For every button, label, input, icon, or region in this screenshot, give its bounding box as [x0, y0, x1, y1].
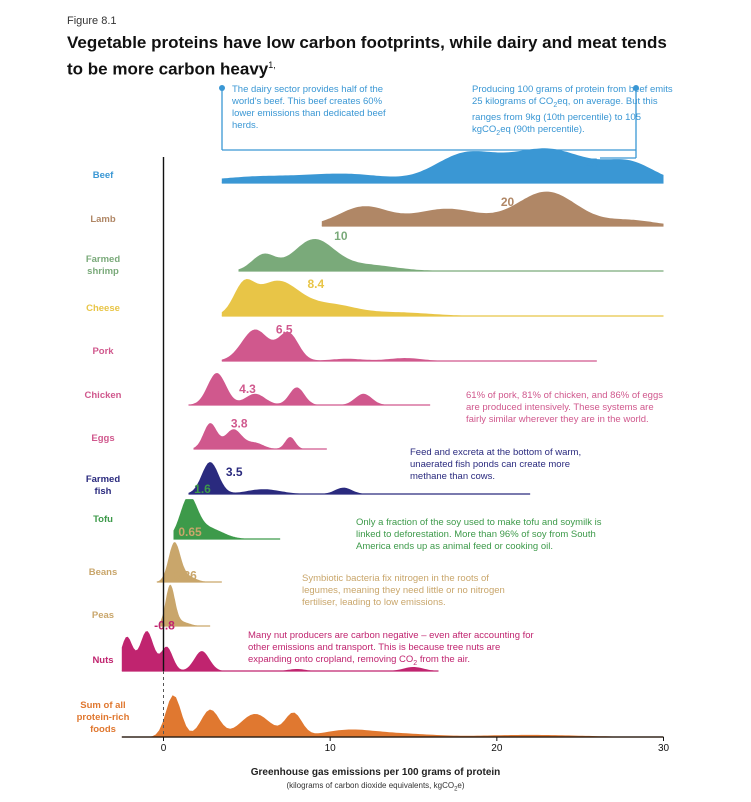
category-label-cheese: Cheese [86, 303, 120, 314]
ridge-shrimp: Farmed shrimp 10 [86, 229, 664, 277]
x-axis-sub-2: 2 [454, 786, 458, 793]
beef-annotation-dot [633, 85, 639, 91]
category-label-peas: Peas [92, 610, 114, 621]
dairy-annotation-dot [219, 85, 225, 91]
figure-label: Figure 8.1 [67, 15, 117, 27]
mean-label-fish: 3.5 [226, 465, 243, 479]
mean-label-beans: 0.65 [178, 525, 202, 539]
ridge-cheese-area [221, 279, 664, 316]
beef-note-part3: eq (90th percentile). [500, 123, 585, 135]
nuts-note-part1: Many nut producers are carbon negative –… [248, 630, 534, 665]
x-tick-label-0: 0 [161, 743, 167, 754]
ridge-beans-area [156, 542, 222, 582]
x-axis-title: Greenhouse gas emissions per 100 grams o… [250, 767, 501, 778]
x-tick-label-10: 10 [325, 743, 337, 754]
category-label-beans: Beans [89, 567, 118, 578]
ridge-nuts: Nuts -0.8 [92, 618, 439, 672]
mean-label-chicken: 4.3 [239, 382, 256, 396]
chart-title-text: Vegetable proteins have low carbon footp… [67, 33, 667, 79]
ridge-beans: Beans 0.65 [89, 525, 222, 583]
ridge-pork: Pork 6.5 [92, 323, 597, 362]
intensive-note: 61% of pork, 81% of chicken, and 86% of … [466, 390, 663, 425]
x-axis-sub-end: e) [457, 781, 465, 790]
mean-label-cheese: 8.4 [308, 277, 325, 291]
ridge-lamb: Lamb 20 [90, 191, 664, 227]
beef-note-part2: eq, on average. But this ranges from 9kg… [472, 96, 658, 135]
x-tick-label-20: 20 [491, 743, 503, 754]
ridge-chicken-area [188, 373, 431, 405]
ridge-tofu: Tofu 1.6 [93, 482, 281, 540]
category-label-pork: Pork [92, 346, 114, 357]
x-axis: 0 10 20 30 [121, 157, 670, 754]
ridge-nuts-area [121, 631, 439, 671]
beef-range-note: Producing 100 grams of protein from beef… [472, 84, 677, 140]
soy-note: Only a fraction of the soy used to make … [356, 517, 602, 552]
ridge-eggs-area [193, 423, 327, 449]
x-axis-sub-part1: (kilograms of carbon dioxide equivalents… [286, 781, 455, 790]
fish-ponds-note: Feed and excreta at the bottom of warm, … [410, 447, 582, 482]
ridge-peas-area [160, 584, 211, 626]
mean-label-lamb: 20 [501, 195, 515, 209]
category-label-tofu: Tofu [93, 514, 113, 525]
ridge-beef-area [221, 148, 664, 183]
ridge-beef: Beef 25 [93, 148, 664, 184]
ridge-sum-area [121, 695, 664, 737]
x-axis-subtitle: (kilograms of carbon dioxide equivalents… [0, 781, 751, 793]
dairy-beef-note: The dairy sector provides half of the wo… [232, 84, 386, 131]
nuts-note-sub: 2 [413, 659, 418, 667]
category-label-eggs: Eggs [91, 433, 114, 444]
mean-label-shrimp: 10 [334, 229, 348, 243]
ridge-peas: Peas 0.36 [92, 568, 211, 627]
legumes-note: Symbiotic bacteria fix nitrogen in the r… [302, 573, 505, 608]
mean-label-eggs: 3.8 [231, 417, 248, 431]
ridge-pork-area [221, 329, 597, 361]
nuts-note-part2: from the air. [417, 654, 471, 665]
category-label-beef: Beef [93, 170, 114, 181]
x-tick-label-30: 30 [658, 743, 670, 754]
category-label-lamb: Lamb [90, 214, 116, 225]
beef-note-sub2: 2 [496, 129, 501, 137]
category-label-fish: Farmed fish [86, 474, 121, 497]
category-label-nuts: Nuts [92, 655, 113, 666]
mean-label-nuts: -0.8 [154, 618, 175, 632]
ridge-eggs: Eggs 3.8 [91, 417, 327, 450]
chart-title: Vegetable proteins have low carbon footp… [67, 32, 687, 81]
mean-label-beef: 25 [584, 156, 598, 170]
nuts-note: Many nut producers are carbon negative –… [248, 630, 543, 670]
category-label-sum: Sum of all protein-rich foods [77, 700, 130, 735]
ridge-chicken: Chicken 4.3 [85, 373, 431, 406]
ridge-fish-area [188, 462, 531, 494]
mean-label-peas: 0.36 [174, 568, 198, 582]
ridge-lamb-area [321, 191, 664, 226]
title-footnote-marker: 1, [268, 60, 276, 70]
ridge-tofu-area [173, 499, 281, 539]
mean-label-pork: 6.5 [276, 323, 293, 337]
ridge-sum: Sum of all protein-rich foods [77, 695, 664, 738]
ridge-shrimp-area [238, 239, 664, 271]
ridge-fish: Farmed fish 3.5 [86, 462, 531, 497]
mean-label-tofu: 1.6 [194, 482, 211, 496]
category-label-chicken: Chicken [85, 390, 122, 401]
ridge-cheese: Cheese 8.4 [86, 277, 664, 317]
annotation-lines [219, 85, 639, 159]
category-label-shrimp: Farmed shrimp [86, 254, 121, 277]
beef-note-part1: Producing 100 grams of protein from beef… [472, 84, 673, 107]
beef-note-sub1: 2 [553, 101, 558, 109]
